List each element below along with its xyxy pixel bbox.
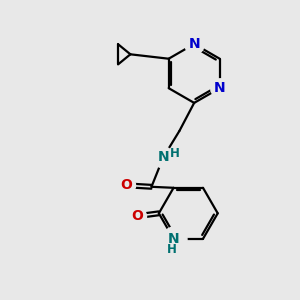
Text: N: N	[214, 81, 226, 95]
Text: H: H	[167, 244, 177, 256]
Text: O: O	[121, 178, 132, 192]
Text: N: N	[158, 150, 169, 164]
Text: N: N	[168, 232, 179, 246]
Text: O: O	[131, 209, 143, 223]
Text: H: H	[169, 147, 179, 160]
Text: N: N	[188, 37, 200, 51]
